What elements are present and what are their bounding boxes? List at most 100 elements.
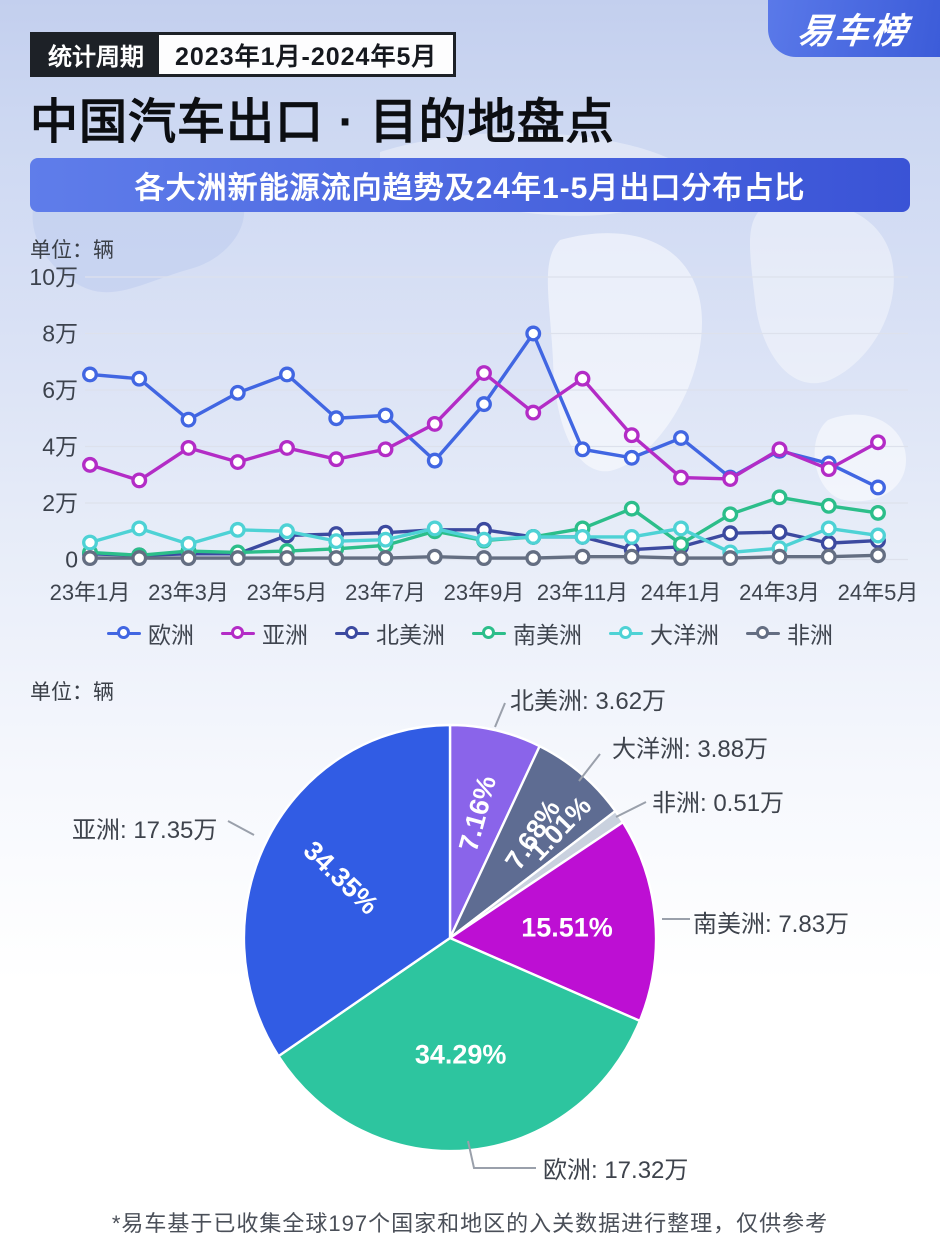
data-point-africa (771, 548, 788, 565)
legend-item-oceania: 大洋洲 (609, 616, 719, 650)
x-axis-tick-label: 24年1月 (641, 580, 722, 605)
line-series-oceania (82, 520, 886, 561)
data-point-south-america (623, 500, 640, 517)
pie-label-oceania: 大洋洲: 3.88万 (612, 736, 769, 763)
data-point-asia (722, 471, 739, 487)
data-point-africa (131, 550, 148, 567)
brand-logo: 易车榜 (768, 0, 940, 57)
data-point-europe (82, 366, 98, 383)
data-point-africa (229, 550, 246, 567)
data-point-europe (279, 366, 295, 383)
data-point-oceania (623, 528, 640, 545)
data-point-africa (377, 550, 394, 567)
legend-label: 南美洲 (513, 622, 582, 648)
data-point-asia (180, 439, 197, 456)
line-series-africa (82, 547, 886, 567)
stat-period-badge: 统计周期 2023年1月-2024年5月 (30, 32, 457, 77)
legend-label: 亚洲 (262, 622, 308, 648)
data-point-europe (377, 407, 394, 424)
data-point-africa (180, 550, 197, 567)
x-axis-tick-label: 23年9月 (444, 580, 525, 605)
pie-leader-oceania (578, 753, 601, 782)
data-point-oceania (870, 527, 886, 544)
data-point-asia (525, 404, 542, 421)
pie-chart: 7.16%7.68%1.01%15.51%34.29%34.35% (227, 702, 690, 1169)
legend-item-south-america: 南美洲 (472, 616, 582, 650)
pie-percent-label-south-america: 15.51% (521, 912, 613, 942)
pie-slice-south-america (448, 821, 658, 1023)
data-point-oceania (820, 520, 837, 537)
data-point-europe (328, 410, 345, 427)
data-point-africa (574, 548, 591, 565)
data-point-africa (82, 550, 98, 567)
data-point-europe (229, 384, 246, 401)
data-point-south-america (673, 536, 689, 552)
data-point-africa (426, 548, 443, 565)
legend-marker-icon (746, 626, 780, 640)
pie-percent-label-europe: 34.29% (415, 1040, 507, 1070)
data-point-oceania (426, 520, 443, 537)
data-point-africa (722, 550, 739, 567)
data-point-africa (525, 550, 542, 567)
data-point-oceania (229, 521, 246, 538)
data-point-asia (229, 454, 246, 470)
line-chart-legend: 欧洲 亚洲 北美洲 南美洲 大洋洲 非洲 (0, 616, 940, 650)
data-point-south-america (820, 497, 837, 514)
legend-marker-icon (107, 626, 141, 640)
data-point-asia (623, 427, 640, 444)
legend-marker-icon (609, 626, 643, 640)
series-line-asia (88, 371, 880, 483)
line-chart-unit-label: 单位：辆 (30, 239, 114, 262)
y-axis-tick-label: 10万 (29, 264, 78, 290)
data-point-asia (377, 441, 394, 458)
data-point-africa (476, 550, 492, 567)
data-point-north-america (771, 524, 788, 541)
legend-label: 大洋洲 (650, 622, 719, 648)
data-point-oceania (574, 528, 591, 545)
data-point-asia (131, 472, 148, 489)
data-point-africa (328, 550, 345, 567)
line-chart: 0 2万 4万 6万 8万 10万 23年1月 23年3月 23年5月 23年7月 23年9月 23年… (29, 264, 919, 605)
data-point-asia (279, 439, 295, 456)
x-axis-tick-label: 23年3月 (148, 580, 229, 605)
data-point-asia (328, 451, 345, 468)
data-point-oceania (673, 520, 689, 537)
line-series-asia (82, 365, 886, 489)
line-series-europe (82, 325, 886, 496)
data-point-asia (771, 441, 788, 458)
data-point-europe (131, 370, 148, 387)
pie-leader-north-america (494, 702, 506, 728)
data-point-oceania (328, 533, 345, 550)
data-point-south-america (722, 506, 739, 523)
pie-leader-asia (227, 820, 255, 836)
data-point-asia (574, 370, 591, 387)
data-point-oceania (82, 534, 98, 551)
legend-label: 欧洲 (148, 622, 194, 648)
y-axis-tick-label: 6万 (42, 377, 78, 403)
badge-label: 统计周期 (48, 44, 144, 71)
data-point-asia (820, 461, 837, 478)
x-axis-tick-label: 24年5月 (838, 580, 919, 605)
data-point-europe (574, 441, 591, 458)
pie-label-asia: 亚洲: 17.35万 (72, 817, 218, 844)
legend-item-north-america: 北美洲 (335, 616, 445, 650)
pie-slice-oceania (448, 745, 617, 940)
legend-marker-icon (472, 626, 506, 640)
legend-marker-icon (335, 626, 369, 640)
data-point-europe (476, 396, 492, 413)
data-point-africa (820, 548, 837, 565)
pie-leader-africa (615, 801, 647, 818)
pie-leader-europe (467, 1140, 536, 1169)
subtitle-banner: 各大洲新能源流向趋势及24年1-5月出口分布占比 (30, 158, 910, 212)
page-title: 中国汽车出口 · 目的地盘点 (30, 96, 615, 149)
pie-label-south-america: 南美洲: 7.83万 (693, 911, 850, 938)
x-axis-tick-label: 23年7月 (345, 580, 426, 605)
data-point-oceania (525, 528, 542, 545)
data-point-asia (476, 365, 492, 382)
data-point-oceania (131, 520, 148, 537)
badge-period: 2023年1月-2024年5月 (159, 35, 454, 74)
legend-label: 北美洲 (376, 622, 445, 648)
data-point-north-america (722, 525, 739, 542)
data-point-asia (673, 469, 689, 486)
legend-item-europe: 欧洲 (107, 616, 194, 650)
